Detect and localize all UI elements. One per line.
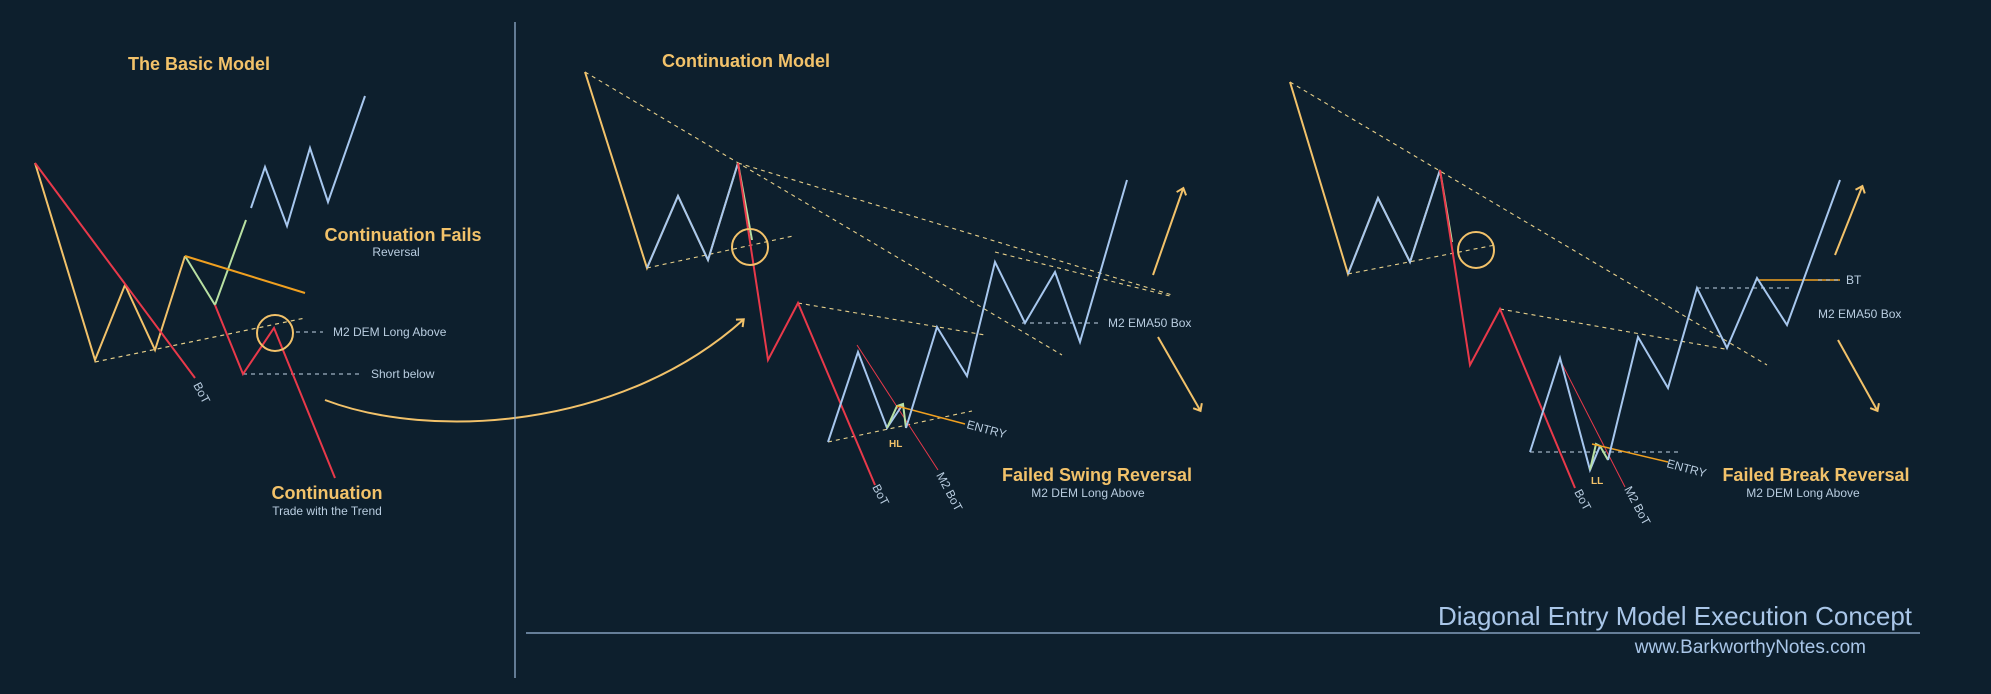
cm-mid-dashed bbox=[797, 302, 986, 336]
cm-down-arrow bbox=[1157, 336, 1203, 413]
bm-blue-swing bbox=[1347, 169, 1441, 275]
transition-arrow bbox=[324, 318, 745, 423]
failed-break-sub: M2 DEM Long Above bbox=[1746, 486, 1860, 500]
cm-lower-dashed-trend bbox=[737, 162, 1173, 296]
cm-green-hl bbox=[886, 402, 907, 429]
cm-blue-up-leg bbox=[905, 179, 1128, 429]
cm-upper-dashed-trend bbox=[584, 71, 1063, 356]
basic-green-leg bbox=[184, 219, 247, 308]
bm-upper-dashed-trend bbox=[1289, 81, 1768, 366]
bm-mid-dashed bbox=[1499, 308, 1726, 350]
bm-entry-circle bbox=[1457, 231, 1495, 269]
bm-bot-label: BoT bbox=[1571, 487, 1594, 514]
basic-m2-dem-label: M2 DEM Long Above bbox=[333, 325, 447, 339]
failed-swing-sub: M2 DEM Long Above bbox=[1031, 486, 1145, 500]
basic-continuation-leg bbox=[214, 304, 336, 479]
bm-blue-up-leg bbox=[1607, 179, 1841, 461]
basic-model-panel: The Basic Model BoT M2 DEM Long Above Sh… bbox=[34, 54, 745, 518]
cm-entry-label: ENTRY bbox=[965, 417, 1008, 441]
basic-orange-line bbox=[184, 255, 306, 294]
cm-blue-hl bbox=[827, 349, 904, 443]
bm-up-arrow bbox=[1834, 184, 1866, 256]
basic-bot-label: BoT bbox=[190, 380, 213, 407]
failed-swing-title: Failed Swing Reversal bbox=[1002, 465, 1192, 485]
cm-entry-dashed bbox=[827, 410, 973, 443]
continuation-fails-title: Continuation Fails bbox=[325, 225, 482, 245]
bm-m2-bot-line bbox=[1559, 359, 1626, 488]
basic-entry-circle bbox=[256, 314, 294, 352]
bm-m2-bot-label: M2 BoT bbox=[1621, 484, 1653, 528]
continuation-model-panel: Continuation Model M2 EMA50 Box ENTRY HL… bbox=[584, 51, 1203, 514]
footer-title: Diagonal Entry Model Execution Concept bbox=[1438, 601, 1913, 631]
cm-box-top-dashed bbox=[994, 251, 1171, 297]
bm-bt-label: BT bbox=[1846, 273, 1862, 287]
cm-blue-swing bbox=[646, 162, 739, 269]
bm-down-arrow bbox=[1837, 339, 1880, 413]
bm-swing-dashed bbox=[1347, 244, 1496, 275]
bm-entry-label: ENTRY bbox=[1665, 456, 1708, 480]
cm-m2-bot-line bbox=[856, 344, 939, 471]
cm-swing-dashed bbox=[646, 235, 794, 269]
bm-red-leg bbox=[1439, 169, 1576, 489]
cm-hl-label: HL bbox=[889, 439, 902, 450]
basic-bot-line bbox=[34, 162, 196, 379]
basic-dem-trendline bbox=[94, 317, 306, 363]
continuation-sub: Trade with the Trend bbox=[272, 504, 382, 518]
bm-yellow-leg bbox=[1289, 81, 1441, 278]
bm-orange-entry bbox=[1591, 443, 1669, 463]
footer: Diagonal Entry Model Execution Concept w… bbox=[526, 601, 1920, 658]
cm-orange-entry bbox=[896, 405, 966, 425]
basic-short-below-label: Short below bbox=[371, 367, 435, 381]
continuation-fails-sub: Reversal bbox=[372, 245, 419, 259]
continuation-title: Continuation bbox=[272, 483, 383, 503]
cm-m2-bot-label: M2 BoT bbox=[933, 470, 965, 514]
bm-ll-label: LL bbox=[1591, 476, 1603, 487]
cm-up-arrow bbox=[1152, 186, 1188, 276]
cm-ema-label: M2 EMA50 Box bbox=[1108, 316, 1191, 330]
basic-model-title: The Basic Model bbox=[128, 54, 270, 74]
failed-break-title: Failed Break Reversal bbox=[1722, 465, 1909, 485]
cm-bot-label: BoT bbox=[869, 482, 892, 509]
bm-ema-label: M2 EMA50 Box bbox=[1818, 307, 1901, 321]
continuation-model-title: Continuation Model bbox=[662, 51, 830, 71]
bm-blue-ll bbox=[1529, 354, 1601, 474]
basic-reversal-leg bbox=[250, 95, 366, 230]
footer-url: www.BarkworthyNotes.com bbox=[1634, 637, 1866, 658]
cm-entry-circle bbox=[731, 228, 769, 266]
cm-red-leg bbox=[737, 162, 876, 486]
break-model-panel: BT M2 EMA50 Box ENTRY LL BoT M2 BoT Fail… bbox=[1289, 81, 1910, 528]
